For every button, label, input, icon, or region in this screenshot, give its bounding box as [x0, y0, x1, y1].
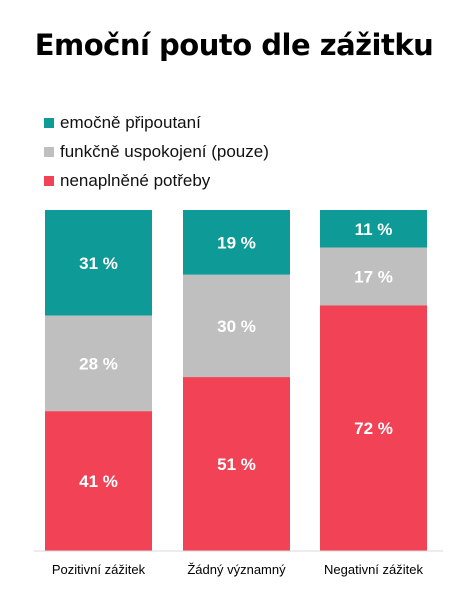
- bar-segment-0-0: [45, 210, 152, 316]
- bar-segment-2-2: [320, 305, 427, 551]
- legend-swatch-attached: [44, 117, 54, 128]
- legend-item-attached: emočně připoutaní: [44, 108, 269, 137]
- bar-segment-2-0: [320, 210, 427, 248]
- bars-group: 31 % 28 % 41 % 19 % 30 % 51 % 11 % 17 % 72 %: [45, 210, 427, 551]
- data-label-0-0: 31 %: [79, 254, 118, 273]
- legend-item-unmet: nenaplněné potřeby: [44, 166, 269, 195]
- legend-swatch-satisfied: [44, 146, 54, 157]
- data-label-1-2: 51 %: [217, 455, 256, 474]
- bar-segment-1-0: [183, 210, 290, 275]
- legend-label-satisfied: funkčně uspokojení (pouze): [60, 141, 269, 161]
- legend: emočně připoutaní funkčně uspokojení (po…: [44, 108, 269, 195]
- data-label-2-2: 72 %: [354, 419, 393, 438]
- category-label-2: Negativní zážitek: [324, 562, 423, 577]
- bar-segment-0-1: [45, 315, 152, 412]
- data-label-2-1: 17 %: [354, 267, 393, 286]
- legend-swatch-unmet: [44, 175, 54, 186]
- legend-label-unmet: nenaplněné potřeby: [60, 170, 211, 190]
- bar-segment-1-1: [183, 274, 290, 378]
- category-labels-group: Pozitivní zážitek Žádný významný Negativní…: [52, 562, 424, 577]
- category-label-0: Pozitivní zážitek: [52, 562, 146, 577]
- legend-label-attached: emočně připoutaní: [60, 112, 201, 132]
- category-label-1: Žádný významný: [187, 562, 286, 577]
- bar-segment-1-2: [183, 377, 290, 551]
- data-label-2-0: 11 %: [355, 220, 393, 239]
- data-label-1-0: 19 %: [217, 233, 256, 252]
- bar-segment-2-1: [320, 247, 427, 306]
- bar-segment-0-2: [45, 411, 152, 551]
- legend-item-satisfied: funkčně uspokojení (pouze): [44, 137, 269, 166]
- data-label-0-2: 41 %: [79, 472, 118, 491]
- chart-title: Emoční pouto dle zážitku: [34, 28, 434, 62]
- data-label-0-1: 28 %: [79, 354, 118, 373]
- data-label-1-1: 30 %: [217, 317, 256, 336]
